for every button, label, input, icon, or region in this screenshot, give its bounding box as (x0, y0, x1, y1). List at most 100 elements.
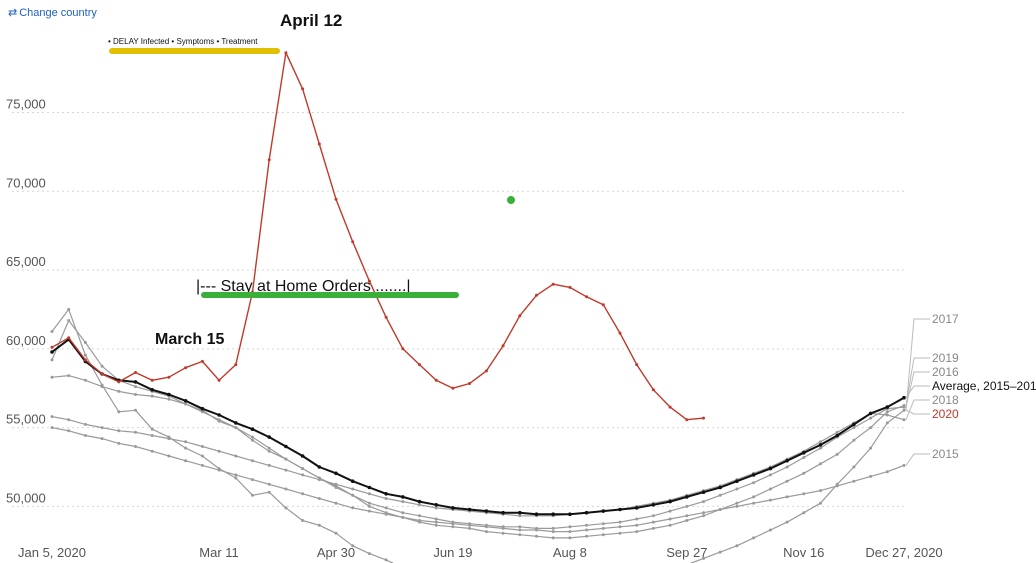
data-point (83, 378, 87, 382)
series-label: 2018 (932, 393, 959, 407)
data-point (134, 393, 137, 396)
data-point (735, 544, 739, 548)
data-point (768, 466, 773, 471)
data-point (484, 369, 488, 373)
data-point (518, 525, 522, 529)
data-point (835, 433, 839, 438)
data-point (819, 489, 822, 493)
data-point (651, 503, 656, 507)
data-point (451, 522, 455, 526)
data-point (50, 375, 54, 379)
data-point (83, 353, 87, 357)
data-point (384, 492, 388, 496)
data-point (768, 473, 772, 477)
data-point (835, 484, 839, 488)
x-axis-tick-labels: Jan 5, 2020 Mar 11 Apr 30 Jun 19 Aug 8 Sep 27… (18, 545, 943, 560)
data-point (150, 394, 154, 398)
data-point (50, 330, 54, 333)
data-point (752, 501, 756, 505)
annotation-april-12: April 12 (280, 11, 342, 30)
data-point (869, 474, 873, 478)
data-point (852, 422, 856, 427)
data-point (284, 444, 288, 449)
data-point (651, 388, 655, 392)
data-point (568, 285, 572, 289)
data-point (267, 446, 271, 450)
data-point (585, 523, 589, 527)
data-point (334, 482, 338, 486)
data-point (334, 501, 338, 505)
data-point (685, 418, 689, 422)
data-point (551, 282, 555, 286)
data-point (785, 520, 789, 524)
data-point (301, 519, 305, 522)
data-point (434, 506, 438, 510)
data-point (601, 303, 605, 307)
data-point (819, 462, 822, 466)
data-point (200, 445, 204, 448)
data-point (334, 197, 338, 201)
data-point (401, 515, 405, 519)
data-point (251, 478, 254, 482)
data-point (117, 429, 121, 433)
data-point (267, 449, 271, 453)
data-point (751, 473, 756, 477)
data-point (802, 511, 806, 515)
data-point (351, 506, 355, 510)
data-point (134, 430, 137, 434)
data-point (133, 380, 138, 384)
data-point (551, 536, 555, 540)
y-axis-tick-labels: 75,000 70,000 65,000 60,000 55,000 50,000 (6, 97, 46, 506)
data-point (618, 331, 622, 335)
data-point (484, 525, 488, 529)
data-point (752, 495, 756, 499)
data-point (718, 493, 722, 497)
data-point (785, 458, 789, 463)
data-point (217, 449, 221, 453)
data-point (852, 438, 856, 442)
data-point (535, 534, 538, 538)
data-point (518, 314, 522, 318)
data-point (735, 487, 739, 491)
change-country-link[interactable]: ⇄ Change country (8, 6, 97, 19)
data-point (351, 240, 355, 244)
data-point (384, 497, 388, 500)
label-leader-line (905, 318, 930, 411)
data-point (418, 503, 421, 507)
annotation-march-15: March 15 (155, 331, 224, 348)
data-point (551, 530, 555, 534)
data-point (251, 493, 254, 497)
data-point (768, 487, 772, 491)
data-point (167, 375, 171, 379)
data-point (117, 441, 121, 445)
data-point (434, 503, 439, 507)
data-point (819, 446, 822, 450)
data-point (67, 336, 71, 340)
data-point (50, 350, 54, 354)
data-point (67, 307, 71, 311)
data-point (418, 363, 421, 367)
data-point (317, 497, 321, 500)
data-point (468, 526, 472, 530)
data-point (501, 344, 505, 348)
data-point (852, 479, 856, 483)
data-point (585, 534, 589, 538)
data-point (284, 51, 288, 55)
data-point (200, 359, 204, 363)
annotation-stay-at-home: |--- Stay at Home Orders .......| (196, 278, 411, 295)
label-leader-line (905, 453, 930, 466)
data-point (184, 459, 188, 463)
data-point (434, 523, 438, 527)
data-point (134, 445, 137, 448)
series-line-5 (51, 338, 905, 516)
grid-lines (12, 112, 904, 507)
data-point (200, 410, 204, 414)
data-point (635, 523, 639, 527)
data-point (234, 473, 238, 477)
data-point (752, 536, 756, 540)
data-point (250, 427, 255, 432)
data-point (434, 520, 438, 524)
data-point (601, 522, 605, 526)
data-point (518, 514, 522, 518)
data-point (100, 426, 104, 430)
